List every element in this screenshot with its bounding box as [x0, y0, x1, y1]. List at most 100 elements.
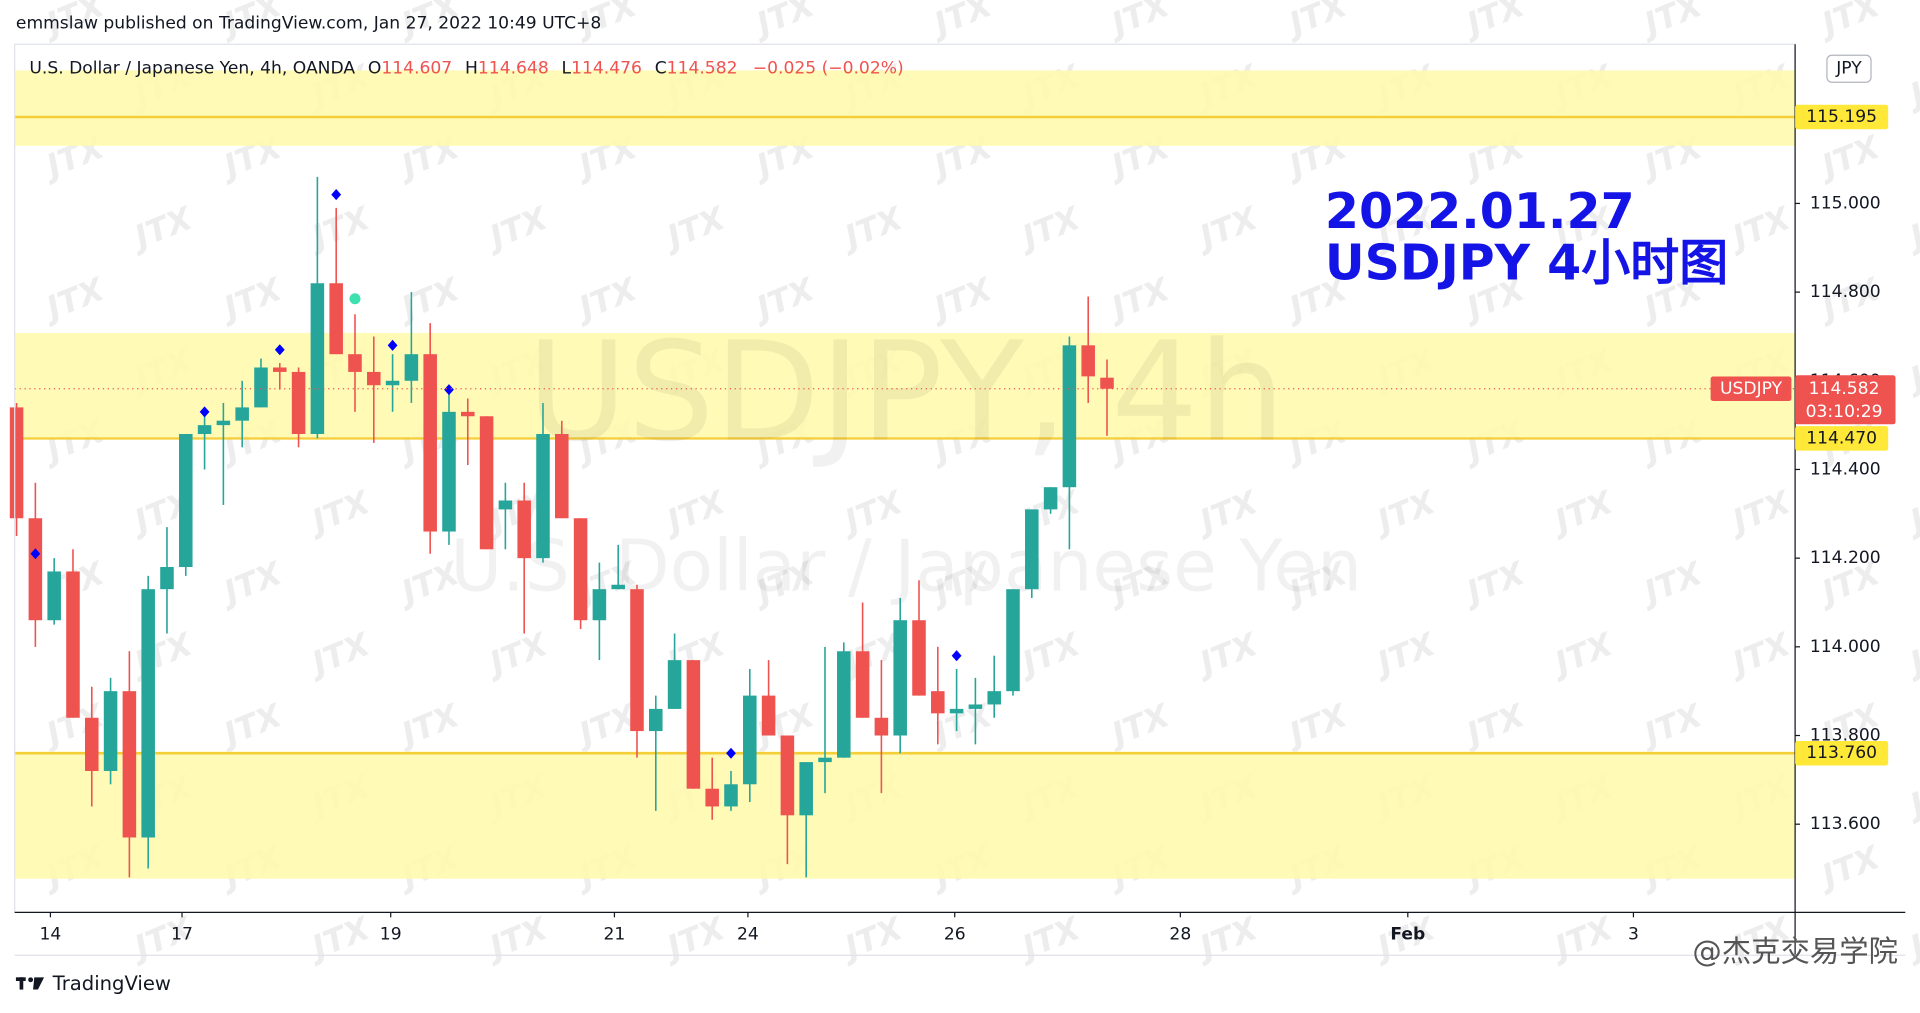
logo-part	[19, 977, 24, 990]
candle-body	[780, 735, 795, 816]
change: −0.025 (−0.02%)	[753, 59, 904, 79]
candle-body	[1025, 509, 1039, 590]
x-tick-label: 26	[944, 924, 966, 944]
candle-body	[968, 704, 983, 709]
candle-body	[799, 762, 813, 816]
brand-name: TradingView	[52, 972, 171, 995]
candle-body	[367, 371, 381, 386]
candle-body	[761, 695, 776, 736]
currency-button[interactable]	[1826, 54, 1872, 83]
candle-body	[28, 518, 43, 621]
candle-body	[705, 788, 719, 807]
y-tick-label: 114.200	[1810, 548, 1881, 568]
candle-body	[254, 367, 268, 408]
zone-label-box	[1795, 426, 1889, 451]
axis-layer: 113.600113.800114.000114.200114.400114.6…	[40, 104, 1896, 944]
zone-label-box	[1795, 740, 1889, 766]
x-tick-label: 17	[171, 924, 193, 944]
zone-label: 115.195	[1806, 107, 1877, 127]
candle-body	[893, 620, 907, 736]
candle-body	[912, 620, 926, 696]
y-tick-label: 115.000	[1810, 193, 1881, 213]
candle-body	[667, 660, 682, 709]
ohlc-letter: O	[368, 59, 381, 79]
zone-label: 114.470	[1806, 428, 1877, 448]
candle-body	[611, 584, 625, 590]
candle-body	[273, 367, 287, 372]
candle-body	[9, 407, 24, 519]
candle-body	[1006, 589, 1020, 692]
y-tick-label: 114.000	[1810, 637, 1881, 657]
candle-body	[1081, 345, 1095, 377]
candle-body	[837, 651, 851, 758]
annotation-line: 2022.01.27	[1325, 183, 1635, 240]
signal-marker	[951, 650, 962, 662]
candle-body	[404, 354, 419, 381]
brand-logo	[15, 977, 45, 990]
credit: @杰克交易学院	[1692, 934, 1898, 968]
candle-body	[329, 283, 343, 355]
ohlc-value: 114.582	[667, 59, 738, 79]
y-tick-label: 114.400	[1810, 459, 1881, 479]
zone	[14, 70, 1796, 146]
candle-body	[141, 589, 155, 838]
candle-body	[47, 571, 61, 621]
candle-body	[949, 708, 964, 714]
countdown-label: 03:10:29	[1806, 402, 1883, 422]
x-tick-label: 14	[40, 924, 62, 944]
signal-marker	[30, 548, 41, 560]
zone-label: 113.760	[1806, 743, 1877, 763]
candle-body	[874, 717, 889, 736]
ohlc-letter: L	[562, 59, 572, 79]
candle-body	[85, 717, 99, 771]
candle-body	[592, 589, 607, 621]
candle-body	[536, 433, 550, 559]
price-label-box	[1795, 375, 1896, 425]
currency-label[interactable]: JPY	[1835, 59, 1862, 79]
logo-part	[28, 977, 34, 983]
candle-body	[686, 660, 701, 789]
candle-body	[291, 371, 306, 434]
annotation-line: USDJPY 4小时图	[1325, 234, 1728, 291]
candle-body	[160, 567, 174, 590]
x-tick-label: 28	[1169, 924, 1191, 944]
candle-body	[385, 380, 400, 386]
candle-body	[1100, 377, 1114, 389]
candle-body	[630, 589, 644, 732]
candle-body	[649, 708, 663, 732]
candle-body	[855, 651, 870, 718]
candle-body	[122, 691, 137, 838]
candle-body	[423, 354, 437, 532]
candle-body	[310, 283, 325, 434]
y-tick-label: 113.800	[1810, 726, 1881, 746]
logo-part	[33, 977, 45, 990]
legend: U.S. Dollar / Japanese Yen, 4h, OANDA O1…	[29, 59, 903, 79]
x-tick-label: 21	[604, 924, 626, 944]
candle-body	[555, 433, 569, 519]
symbol-label-box	[1710, 376, 1792, 402]
plot-layer	[9, 176, 1796, 878]
candle-body	[1043, 487, 1058, 510]
candle-body	[348, 354, 362, 372]
symbol-watermark: USDJPY, 4h	[527, 313, 1285, 472]
candle-body	[179, 433, 193, 568]
y-tick-label: 113.600	[1810, 814, 1881, 834]
candle-body	[442, 411, 456, 532]
ohlc-value: 114.648	[478, 59, 549, 79]
candle-body	[573, 518, 588, 621]
symbol-label: USDJPY	[1720, 379, 1783, 399]
x-tick-label: 24	[737, 924, 759, 944]
candle-body	[818, 757, 832, 763]
candle-body	[931, 691, 945, 714]
publish-header: emmslaw published on TradingView.com, Ja…	[16, 13, 601, 33]
candle-body	[216, 420, 231, 426]
candle-body	[987, 691, 1001, 705]
signal-marker	[331, 189, 342, 201]
signal-marker	[349, 293, 361, 305]
ohlc-value: 114.607	[381, 59, 452, 79]
ohlc-letter: C	[655, 59, 667, 79]
candle-body	[498, 500, 513, 510]
x-tick-label: Feb	[1390, 924, 1425, 944]
candle-body	[461, 411, 475, 417]
